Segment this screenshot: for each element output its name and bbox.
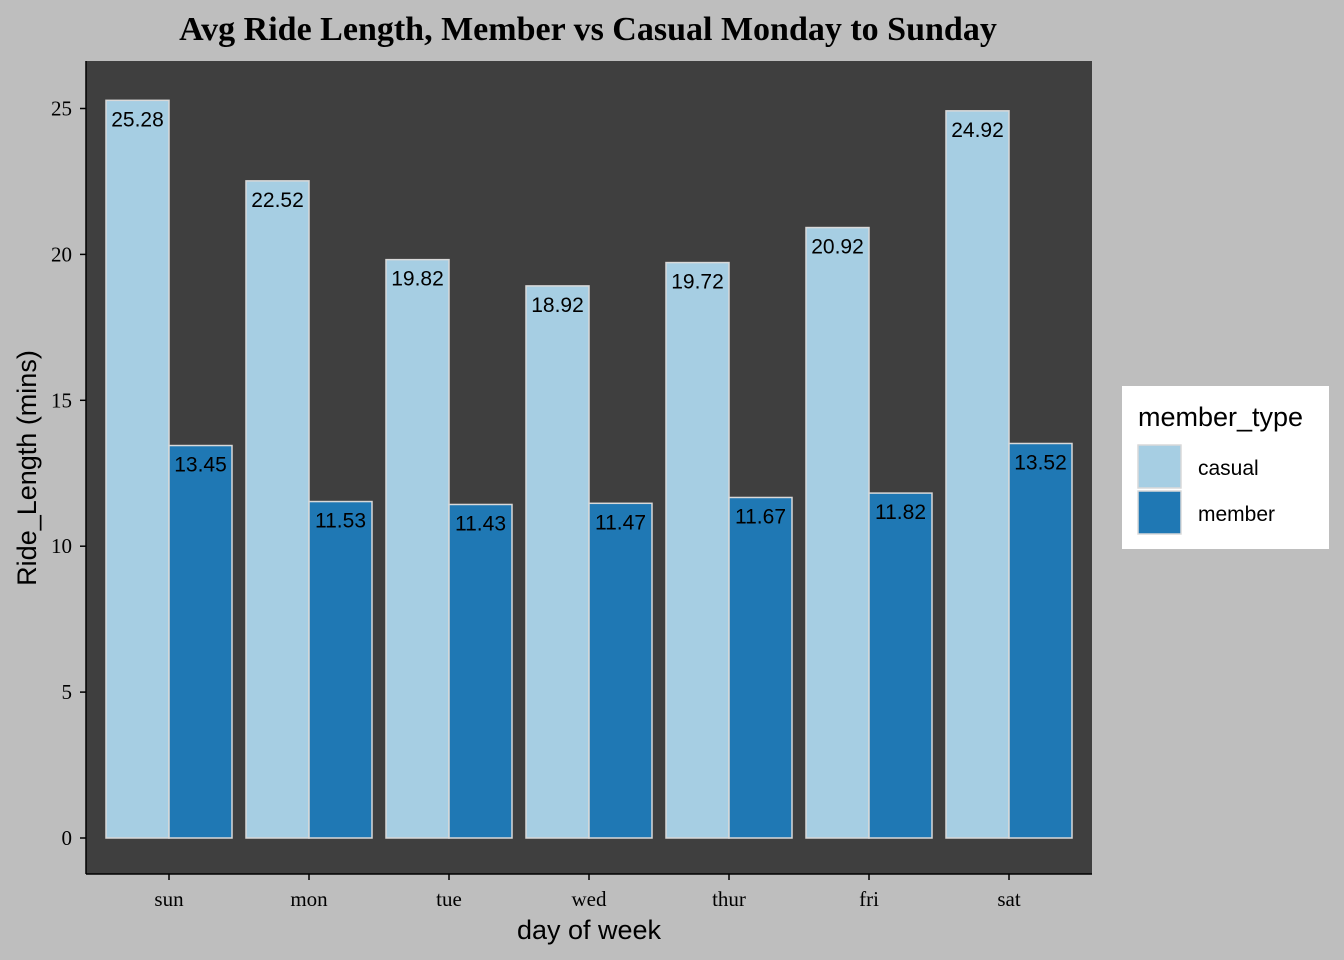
bar-casual-tue [385, 258, 450, 839]
bar-label-member-tue: 11.43 [455, 512, 506, 535]
bar-label-member-sun: 13.45 [174, 454, 227, 477]
bar-casual-fri [805, 226, 870, 839]
bar-member-fri [868, 492, 933, 839]
bar-member-sat [1008, 442, 1073, 839]
bar-label-casual-sun: 25.28 [111, 108, 164, 131]
bar-label-casual-fri: 20.92 [811, 236, 864, 259]
bar-label-casual-sat: 24.92 [951, 119, 1004, 142]
y-tick-label: 20 [51, 242, 72, 266]
bar-label-casual-tue: 19.82 [391, 268, 444, 291]
y-axis-title: Ride_Length (mins) [12, 350, 42, 586]
bar-member-sun [168, 444, 233, 839]
bar-label-casual-mon: 22.52 [251, 189, 304, 212]
bar-member-tue [448, 503, 513, 839]
y-tick-label: 10 [51, 534, 72, 558]
bar-label-member-mon: 11.53 [315, 510, 366, 533]
bar-casual-sat [945, 110, 1010, 839]
chart-title: Avg Ride Length, Member vs Casual Monday… [179, 11, 997, 48]
y-tick-label: 15 [51, 388, 72, 412]
bar-label-member-fri: 11.82 [875, 501, 926, 524]
x-tick-label-fri: fri [859, 887, 879, 911]
x-axis-title: day of week [517, 915, 662, 945]
legend: member_type casual member [1122, 386, 1329, 549]
bar-casual-mon [245, 180, 310, 839]
bar-label-member-thur: 11.67 [735, 505, 786, 528]
bar-casual-wed [525, 285, 590, 839]
bar-member-thur [728, 496, 793, 839]
y-tick-label: 25 [51, 97, 72, 121]
legend-title: member_type [1138, 402, 1303, 432]
x-axis-ticks: sun mon tue wed thur fri sat [154, 874, 1021, 911]
y-tick-label: 5 [62, 680, 73, 704]
x-tick-label-sun: sun [154, 887, 184, 911]
x-tick-label-thur: thur [712, 887, 746, 911]
bar-label-member-wed: 11.47 [595, 511, 646, 534]
bars-layer [105, 99, 1073, 839]
bar-member-mon [308, 500, 373, 839]
bar-casual-sun [105, 99, 170, 839]
legend-swatch-member [1137, 490, 1182, 535]
x-tick-label-sat: sat [997, 887, 1020, 911]
legend-label-casual: casual [1198, 457, 1259, 480]
bar-label-casual-wed: 18.92 [531, 294, 584, 317]
bar-label-member-sat: 13.52 [1014, 451, 1067, 474]
x-tick-label-tue: tue [436, 887, 462, 911]
y-tick-label: 0 [62, 826, 73, 850]
x-tick-label-mon: mon [290, 887, 328, 911]
legend-swatch-casual [1137, 444, 1182, 489]
bar-label-casual-thur: 19.72 [671, 271, 724, 294]
x-tick-label-wed: wed [572, 887, 607, 911]
legend-label-member: member [1198, 503, 1275, 526]
legend-items: casual member [1137, 444, 1275, 535]
bar-member-wed [588, 502, 653, 839]
y-axis-ticks: 0 5 10 15 20 25 [51, 97, 86, 850]
bar-labels-layer: 25.28 13.45 22.52 11.53 19.82 11.43 18.92 11.47… [111, 108, 1067, 535]
bar-casual-thur [665, 261, 730, 839]
